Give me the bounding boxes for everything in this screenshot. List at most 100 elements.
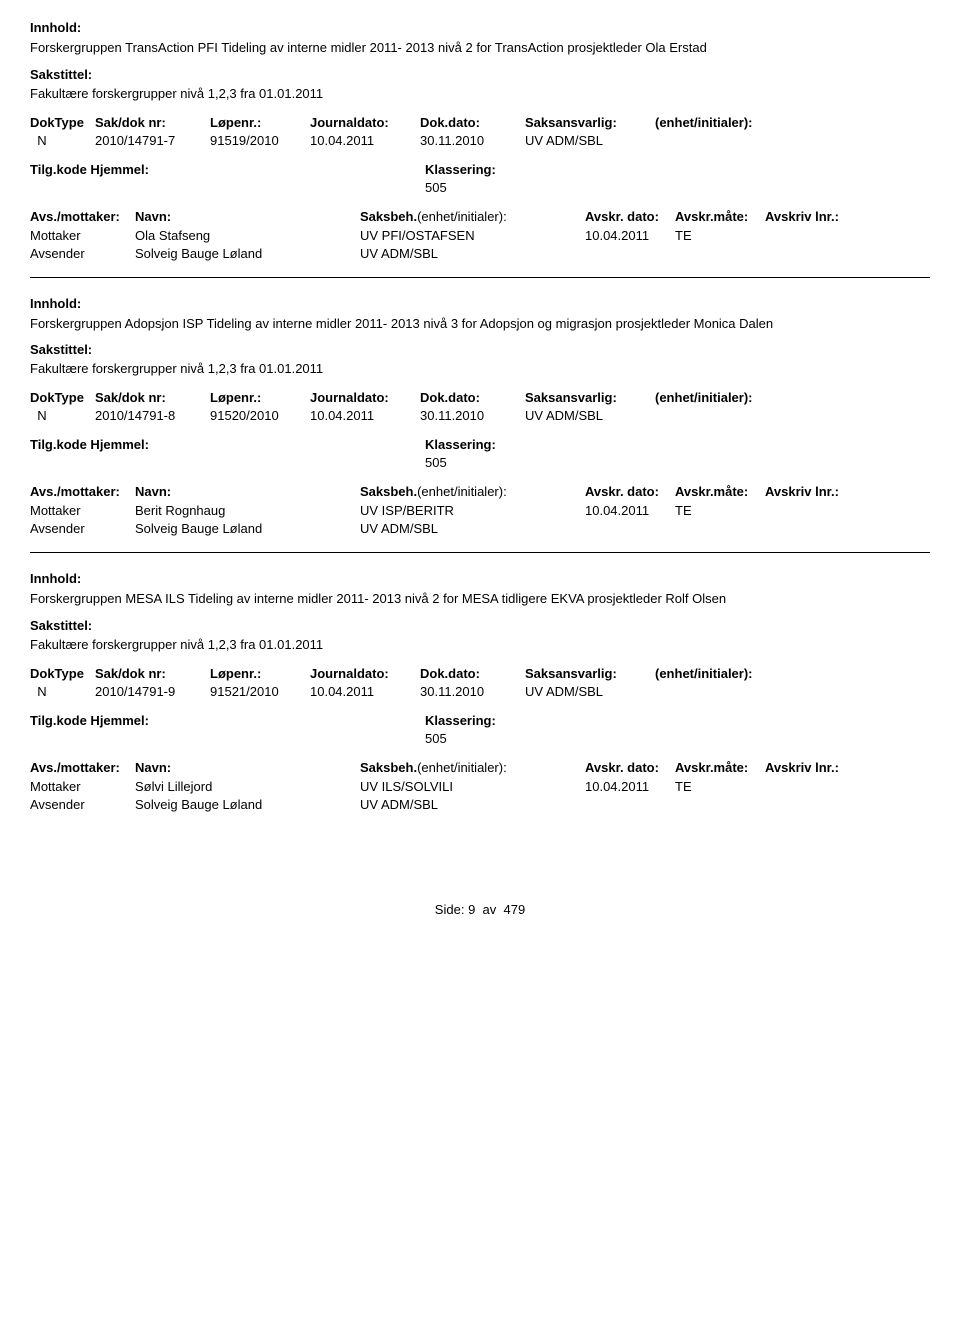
klass-value-row: 505: [30, 731, 930, 746]
sakdok-value: 2010/14791-7: [95, 133, 210, 148]
party-role: Mottaker: [30, 228, 135, 243]
innhold-label: Innhold:: [30, 20, 930, 35]
dokdato-value: 30.11.2010: [420, 408, 525, 423]
klassering-label: Klassering:: [425, 437, 930, 452]
lopenr-label: Løpenr.:: [210, 390, 310, 405]
dokdato-value: 30.11.2010: [420, 133, 525, 148]
sakdok-label: Sak/dok nr:: [95, 390, 210, 405]
enhet-label: (enhet/initialer):: [655, 115, 930, 130]
party-row: Avsender Solveig Bauge Løland UV ADM/SBL: [30, 521, 930, 536]
klassering-value: 505: [425, 455, 930, 470]
avsmottaker-label: Avs./mottaker:: [30, 209, 135, 224]
party-row: Mottaker Berit Rognhaug UV ISP/BERITR 10…: [30, 503, 930, 518]
sakstittel-text: Fakultære forskergrupper nivå 1,2,3 fra …: [30, 86, 930, 101]
party-saksbeh: UV ISP/BERITR: [360, 503, 585, 518]
meta-header-row: DokType Sak/dok nr: Løpenr.: Journaldato…: [30, 115, 930, 130]
saksansvarlig-value: UV ADM/SBL: [525, 684, 655, 699]
footer-side-label: Side:: [435, 902, 465, 917]
avskrmate-label: Avskr.måte:: [675, 760, 765, 775]
doktype-label: DokType: [30, 666, 95, 681]
footer-page: 9: [468, 902, 475, 917]
party-role: Avsender: [30, 521, 135, 536]
party-avskrdato: 10.04.2011: [585, 228, 675, 243]
party-name: Solveig Bauge Løland: [135, 797, 360, 812]
avskrmate-label: Avskr.måte:: [675, 484, 765, 499]
party-saksbeh: UV ADM/SBL: [360, 521, 585, 536]
tilg-klass-header: Tilg.kode Hjemmel: Klassering:: [30, 162, 930, 177]
journaldato-label: Journaldato:: [310, 390, 420, 405]
party-avskrmate: TE: [675, 779, 765, 794]
avskrmate-label: Avskr.måte:: [675, 209, 765, 224]
party-role: Mottaker: [30, 779, 135, 794]
journal-record: Innhold: Forskergruppen Adopsjon ISP Tid…: [30, 296, 930, 537]
party-saksbeh: UV ADM/SBL: [360, 246, 585, 261]
avskrivlnr-label: Avskriv lnr.:: [765, 760, 930, 775]
saksbeh-label: Saksbeh.(enhet/initialer):: [360, 484, 585, 499]
meta-data-row: N 2010/14791-7 91519/2010 10.04.2011 30.…: [30, 133, 930, 148]
navn-label: Navn:: [135, 209, 360, 224]
journal-record: Innhold: Forskergruppen MESA ILS Tidelin…: [30, 571, 930, 812]
avskrivlnr-label: Avskriv lnr.:: [765, 209, 930, 224]
dokdato-label: Dok.dato:: [420, 115, 525, 130]
saksansvarlig-value: UV ADM/SBL: [525, 133, 655, 148]
party-avskrdato: [585, 521, 675, 536]
saksbeh-label: Saksbeh.(enhet/initialer):: [360, 760, 585, 775]
navn-label: Navn:: [135, 484, 360, 499]
sakdok-label: Sak/dok nr:: [95, 115, 210, 130]
meta-data-row: N 2010/14791-9 91521/2010 10.04.2011 30.…: [30, 684, 930, 699]
party-row: Avsender Solveig Bauge Løland UV ADM/SBL: [30, 797, 930, 812]
lopenr-label: Løpenr.:: [210, 115, 310, 130]
saksansvarlig-label: Saksansvarlig:: [525, 666, 655, 681]
sakdok-value: 2010/14791-8: [95, 408, 210, 423]
saksansvarlig-label: Saksansvarlig:: [525, 390, 655, 405]
innhold-label: Innhold:: [30, 296, 930, 311]
sakstittel-text: Fakultære forskergrupper nivå 1,2,3 fra …: [30, 361, 930, 376]
party-name: Ola Stafseng: [135, 228, 360, 243]
lopenr-label: Løpenr.:: [210, 666, 310, 681]
party-name: Solveig Bauge Løland: [135, 521, 360, 536]
party-header-row: Avs./mottaker: Navn: Saksbeh.(enhet/init…: [30, 760, 930, 775]
sakstittel-text: Fakultære forskergrupper nivå 1,2,3 fra …: [30, 637, 930, 652]
klassering-label: Klassering:: [425, 162, 930, 177]
doktype-label: DokType: [30, 115, 95, 130]
doktype-value: N: [30, 133, 95, 148]
party-avskrmate: [675, 797, 765, 812]
journaldato-value: 10.04.2011: [310, 684, 420, 699]
doktype-value: N: [30, 408, 95, 423]
lopenr-value: 91521/2010: [210, 684, 310, 699]
sakstittel-label: Sakstittel:: [30, 67, 930, 82]
klassering-label: Klassering:: [425, 713, 930, 728]
record-separator: [30, 277, 930, 278]
journaldato-label: Journaldato:: [310, 115, 420, 130]
avskrivlnr-label: Avskriv lnr.:: [765, 484, 930, 499]
meta-header-row: DokType Sak/dok nr: Løpenr.: Journaldato…: [30, 390, 930, 405]
tilgkode-hjemmel-label: Tilg.kode Hjemmel:: [30, 713, 425, 728]
party-header-row: Avs./mottaker: Navn: Saksbeh.(enhet/init…: [30, 484, 930, 499]
dokdato-label: Dok.dato:: [420, 390, 525, 405]
dokdato-value: 30.11.2010: [420, 684, 525, 699]
party-role: Mottaker: [30, 503, 135, 518]
lopenr-value: 91519/2010: [210, 133, 310, 148]
party-avskrlnr: [765, 521, 930, 536]
tilgkode-hjemmel-label: Tilg.kode Hjemmel:: [30, 162, 425, 177]
party-name: Sølvi Lillejord: [135, 779, 360, 794]
party-name: Solveig Bauge Løland: [135, 246, 360, 261]
doktype-value: N: [30, 684, 95, 699]
klassering-value: 505: [425, 731, 930, 746]
innhold-text: Forskergruppen Adopsjon ISP Tideling av …: [30, 315, 930, 333]
party-avskrmate: TE: [675, 228, 765, 243]
saksansvarlig-value: UV ADM/SBL: [525, 408, 655, 423]
tilg-klass-header: Tilg.kode Hjemmel: Klassering:: [30, 713, 930, 728]
party-row: Avsender Solveig Bauge Løland UV ADM/SBL: [30, 246, 930, 261]
party-avskrlnr: [765, 246, 930, 261]
avsmottaker-label: Avs./mottaker:: [30, 484, 135, 499]
meta-header-row: DokType Sak/dok nr: Løpenr.: Journaldato…: [30, 666, 930, 681]
klass-value-row: 505: [30, 180, 930, 195]
sakdok-value: 2010/14791-9: [95, 684, 210, 699]
dokdato-label: Dok.dato:: [420, 666, 525, 681]
tilg-klass-header: Tilg.kode Hjemmel: Klassering:: [30, 437, 930, 452]
party-avskrdato: [585, 797, 675, 812]
party-avskrlnr: [765, 797, 930, 812]
journaldato-value: 10.04.2011: [310, 408, 420, 423]
party-header-row: Avs./mottaker: Navn: Saksbeh.(enhet/init…: [30, 209, 930, 224]
